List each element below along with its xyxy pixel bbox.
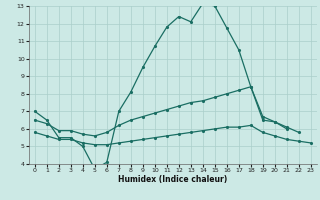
X-axis label: Humidex (Indice chaleur): Humidex (Indice chaleur) [118, 175, 228, 184]
